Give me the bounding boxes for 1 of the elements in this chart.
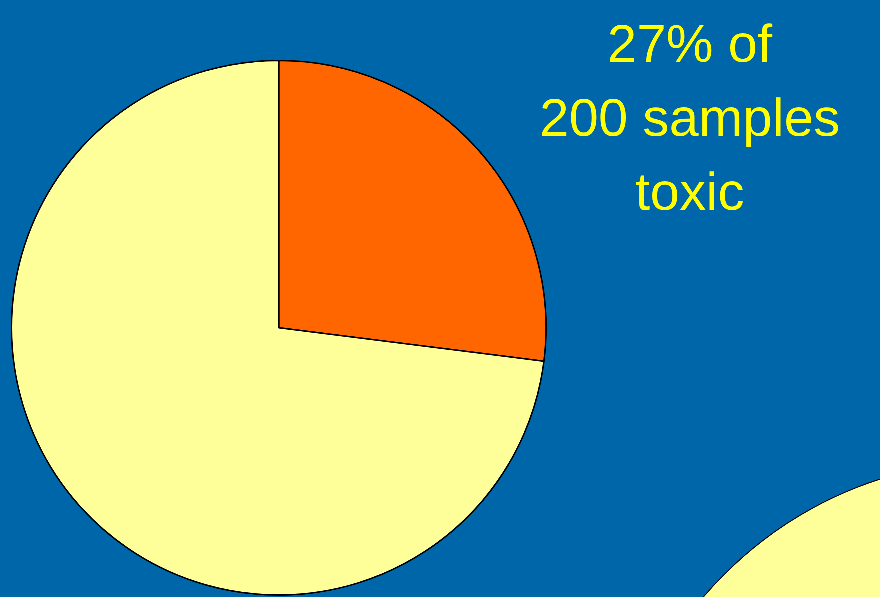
text: 27% of 200 samples toxic (538, 14, 842, 224)
